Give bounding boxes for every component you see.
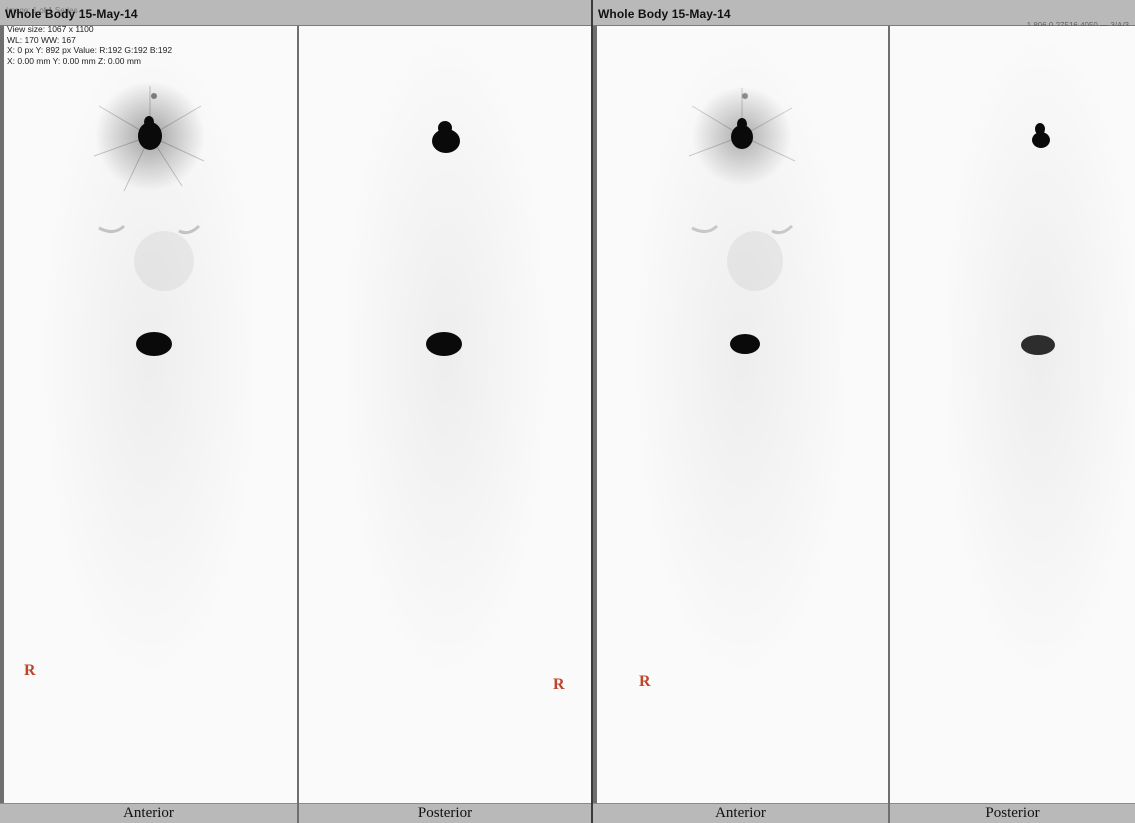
whole-body-scan-image	[940, 26, 1135, 686]
view-label-bar: Anterior	[0, 803, 297, 823]
right-side-marker: R	[24, 662, 36, 679]
viewer-left[interactable]: Image: 1 of 1 Series Whole Body 15-May-1…	[0, 0, 591, 823]
view-label-anterior: Anterior	[715, 805, 766, 821]
right-side-marker: R	[639, 673, 651, 690]
view-label-anterior: Anterior	[123, 805, 174, 821]
viewer-title-bar: Whole Body 15-May-14	[593, 0, 1135, 26]
viewer-title: Whole Body 15-May-14	[598, 7, 731, 21]
whole-body-scan-image	[632, 26, 852, 686]
viewer-right[interactable]: Whole Body 15-May-14 1.806.0.27516.4050 …	[593, 0, 1135, 823]
whole-body-scan-image	[40, 26, 260, 686]
right-side-marker: R	[553, 676, 565, 693]
whole-body-scan-image	[341, 26, 551, 686]
view-label-bar: Posterior	[890, 803, 1135, 823]
posterior-image-panel[interactable]	[890, 26, 1135, 803]
overlay-series-id: 1.806.0.27516.4050 — 3/A/3	[1027, 21, 1129, 30]
overlay-ghost-text: Image: 1 of 1 Series	[6, 6, 78, 15]
anterior-image-panel[interactable]: R	[597, 26, 888, 803]
view-label-bar: Anterior	[593, 803, 888, 823]
viewer-title: Whole Body 15-May-14	[5, 7, 138, 21]
view-label-posterior: Posterior	[417, 805, 473, 821]
view-label-posterior: Posterior	[985, 805, 1040, 821]
anterior-image-panel[interactable]: R	[4, 26, 297, 803]
viewer-title-bar: Image: 1 of 1 Series Whole Body 15-May-1…	[0, 0, 591, 26]
viewer-divider	[591, 0, 593, 823]
posterior-image-panel[interactable]: R	[299, 26, 591, 803]
view-label-bar: Posterior	[299, 803, 591, 823]
